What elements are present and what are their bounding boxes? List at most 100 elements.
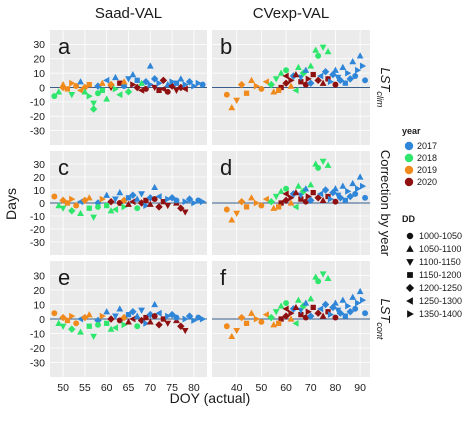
data-point	[129, 70, 137, 78]
panel-letter: f	[220, 265, 227, 290]
data-points	[223, 44, 369, 111]
data-points	[51, 300, 207, 340]
data-point	[319, 312, 327, 319]
data-point	[342, 313, 348, 319]
data-point	[107, 315, 115, 323]
data-point	[262, 78, 269, 86]
y-tick-label: 20	[33, 285, 45, 297]
data-point	[95, 321, 101, 328]
data-point	[129, 315, 136, 323]
data-point	[248, 309, 255, 316]
data-point	[143, 197, 149, 204]
y-tick-label: -20	[30, 111, 45, 123]
data-point	[77, 328, 84, 335]
data-point	[339, 63, 347, 71]
data-point	[160, 199, 167, 205]
data-point	[68, 207, 76, 215]
data-point	[112, 73, 119, 81]
data-points	[223, 271, 369, 340]
data-point	[68, 92, 76, 99]
data-point	[345, 302, 352, 310]
legend-year-title: year	[402, 126, 421, 136]
data-point	[362, 77, 369, 84]
data-point	[107, 197, 115, 206]
data-point	[116, 305, 124, 312]
data-point	[191, 199, 198, 207]
data-point	[298, 196, 304, 202]
data-point	[90, 214, 98, 221]
data-point	[233, 97, 241, 105]
data-point	[270, 321, 278, 328]
data-point	[143, 202, 150, 210]
data-point	[324, 274, 332, 282]
data-point	[181, 327, 189, 335]
row-strip-subscript: clim	[375, 91, 385, 107]
row-strip-label: LSTclim	[375, 68, 393, 108]
data-point	[267, 80, 275, 89]
data-point	[111, 206, 119, 213]
data-point	[134, 323, 141, 330]
legend-shape	[405, 283, 415, 293]
data-point	[283, 300, 290, 306]
data-point	[95, 203, 101, 210]
data-point	[146, 62, 154, 69]
data-point	[173, 314, 180, 321]
data-point	[90, 100, 98, 107]
data-point	[278, 316, 284, 322]
data-point	[191, 317, 198, 324]
data-point	[282, 79, 290, 87]
data-point	[272, 76, 280, 83]
data-point	[258, 85, 265, 92]
data-point	[292, 70, 300, 78]
data-point	[99, 87, 105, 94]
data-point	[346, 192, 354, 201]
data-point	[345, 69, 352, 77]
panels-layer: a b c d e f	[50, 30, 370, 377]
data-point	[307, 181, 315, 188]
data-point	[86, 323, 92, 329]
data-point	[302, 299, 310, 306]
data-point	[277, 187, 285, 194]
data-point	[77, 209, 84, 217]
data-point	[307, 79, 315, 87]
data-point	[237, 197, 246, 206]
legend-dd-label: 1200-1250	[419, 283, 462, 293]
y-tick-label: -10	[30, 328, 45, 340]
legend-shape	[406, 232, 414, 240]
panel-letter: b	[220, 34, 232, 59]
data-point	[200, 315, 207, 323]
data-point	[237, 80, 246, 89]
data-point	[292, 189, 300, 196]
data-point	[298, 79, 304, 85]
data-point	[317, 305, 324, 313]
data-point	[182, 81, 189, 89]
data-point	[292, 303, 300, 311]
data-point	[283, 185, 290, 192]
legend-swatch	[404, 153, 414, 163]
data-point	[294, 63, 302, 71]
y-tick-label: 30	[33, 159, 45, 171]
data-point	[342, 197, 348, 204]
data-point	[324, 47, 332, 55]
data-point	[89, 105, 98, 113]
data-point	[116, 91, 123, 99]
panel-letter: d	[220, 155, 232, 180]
data-point	[195, 197, 202, 204]
data-point	[146, 318, 154, 325]
data-point	[86, 92, 93, 100]
data-point	[297, 74, 305, 82]
legend-shape	[406, 245, 414, 252]
data-point	[292, 203, 299, 211]
legend-shape	[406, 297, 413, 305]
legend-layer: year 2017 2018 2019 2020 DD 1000-1050 1050-1100…	[402, 126, 462, 319]
y-tick-label: 30	[33, 270, 45, 282]
data-point	[319, 158, 327, 165]
data-point	[349, 58, 357, 65]
data-point	[143, 319, 150, 327]
data-point	[352, 190, 359, 197]
data-point	[346, 308, 354, 316]
data-point	[112, 313, 119, 320]
y-tick-label: -10	[30, 97, 45, 109]
data-point	[262, 311, 269, 319]
data-point	[81, 88, 89, 95]
